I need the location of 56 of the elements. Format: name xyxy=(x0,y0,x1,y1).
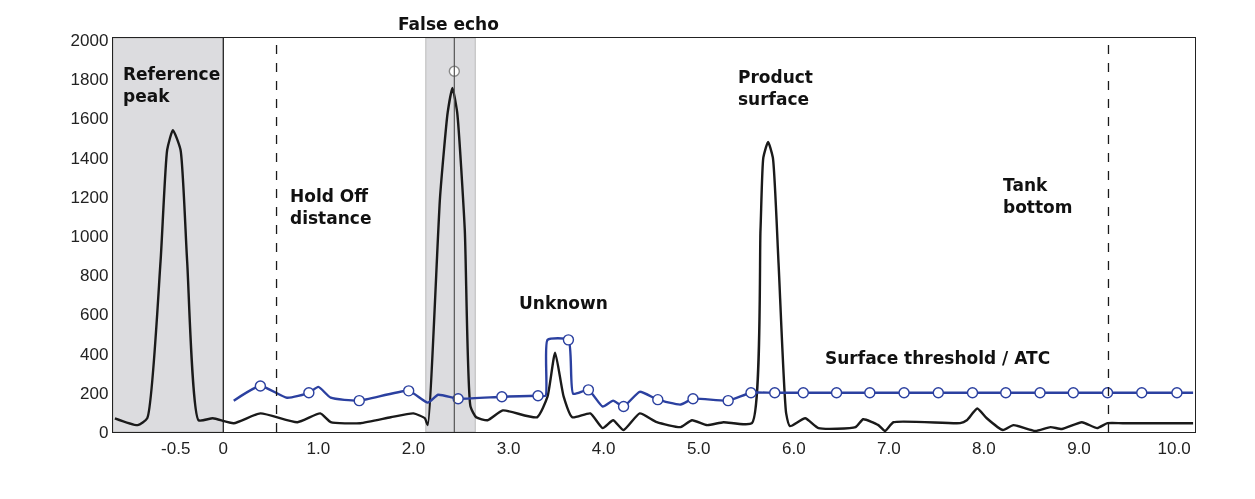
point xyxy=(353,394,365,407)
point xyxy=(582,384,595,396)
band-label: Reference peak xyxy=(123,64,221,107)
x-tick-label: 6.0 xyxy=(781,438,806,458)
point xyxy=(769,387,781,399)
x-tick-label: 9.0 xyxy=(1067,438,1091,458)
y-tick-label: 600 xyxy=(80,305,109,325)
point xyxy=(745,387,757,399)
point xyxy=(1171,387,1183,399)
point xyxy=(452,392,464,405)
y-tick-label: 1800 xyxy=(70,70,109,90)
x-tick-label: 0 xyxy=(218,438,229,458)
point xyxy=(932,387,944,399)
point xyxy=(687,392,699,405)
point xyxy=(532,390,544,402)
y-tick-label: 1600 xyxy=(70,109,109,129)
x-tick-label: 5.0 xyxy=(686,438,711,458)
point xyxy=(652,393,664,406)
point xyxy=(1067,387,1079,399)
point xyxy=(403,385,415,397)
ref-line-label: Tank bottom xyxy=(1003,175,1073,218)
point xyxy=(617,400,630,413)
point xyxy=(496,391,508,403)
x-tick-label: 10.0 xyxy=(1157,438,1191,458)
point xyxy=(562,334,575,346)
x-tick-label: 1.0 xyxy=(306,438,331,458)
x-tick-label: 3.0 xyxy=(496,438,521,458)
y-tick-label: 1200 xyxy=(70,187,109,207)
point xyxy=(1136,387,1148,399)
x-tick-label: 8.0 xyxy=(972,438,996,458)
point xyxy=(830,387,843,399)
band-label: False echo xyxy=(398,14,499,34)
annotation: Unknown xyxy=(519,293,608,313)
y-tick-label: 400 xyxy=(80,344,109,364)
annotation: Surface threshold / ATC xyxy=(825,348,1051,368)
point xyxy=(722,394,734,407)
point xyxy=(254,380,267,392)
point xyxy=(898,387,910,399)
point xyxy=(1034,387,1046,399)
annotation: Product surface xyxy=(738,67,813,110)
y-tick-label: 800 xyxy=(80,266,109,286)
y-tick-label: 0 xyxy=(98,422,109,442)
point xyxy=(966,387,979,399)
x-tick-label: 4.0 xyxy=(591,438,616,458)
x-tick-label: -0.5 xyxy=(161,438,191,458)
y-tick-label: 1000 xyxy=(70,226,109,246)
point xyxy=(1000,387,1012,399)
y-tick-label: 1400 xyxy=(70,148,109,168)
y-tick-label: 200 xyxy=(80,383,109,403)
ref-line-label: Hold Off distance xyxy=(290,186,372,229)
y-tick-label: 2000 xyxy=(70,30,109,50)
point xyxy=(303,387,315,399)
x-tick-label: 7.0 xyxy=(877,438,901,458)
x-tick-label: 2.0 xyxy=(401,438,426,458)
point xyxy=(797,387,809,399)
point xyxy=(864,387,876,399)
